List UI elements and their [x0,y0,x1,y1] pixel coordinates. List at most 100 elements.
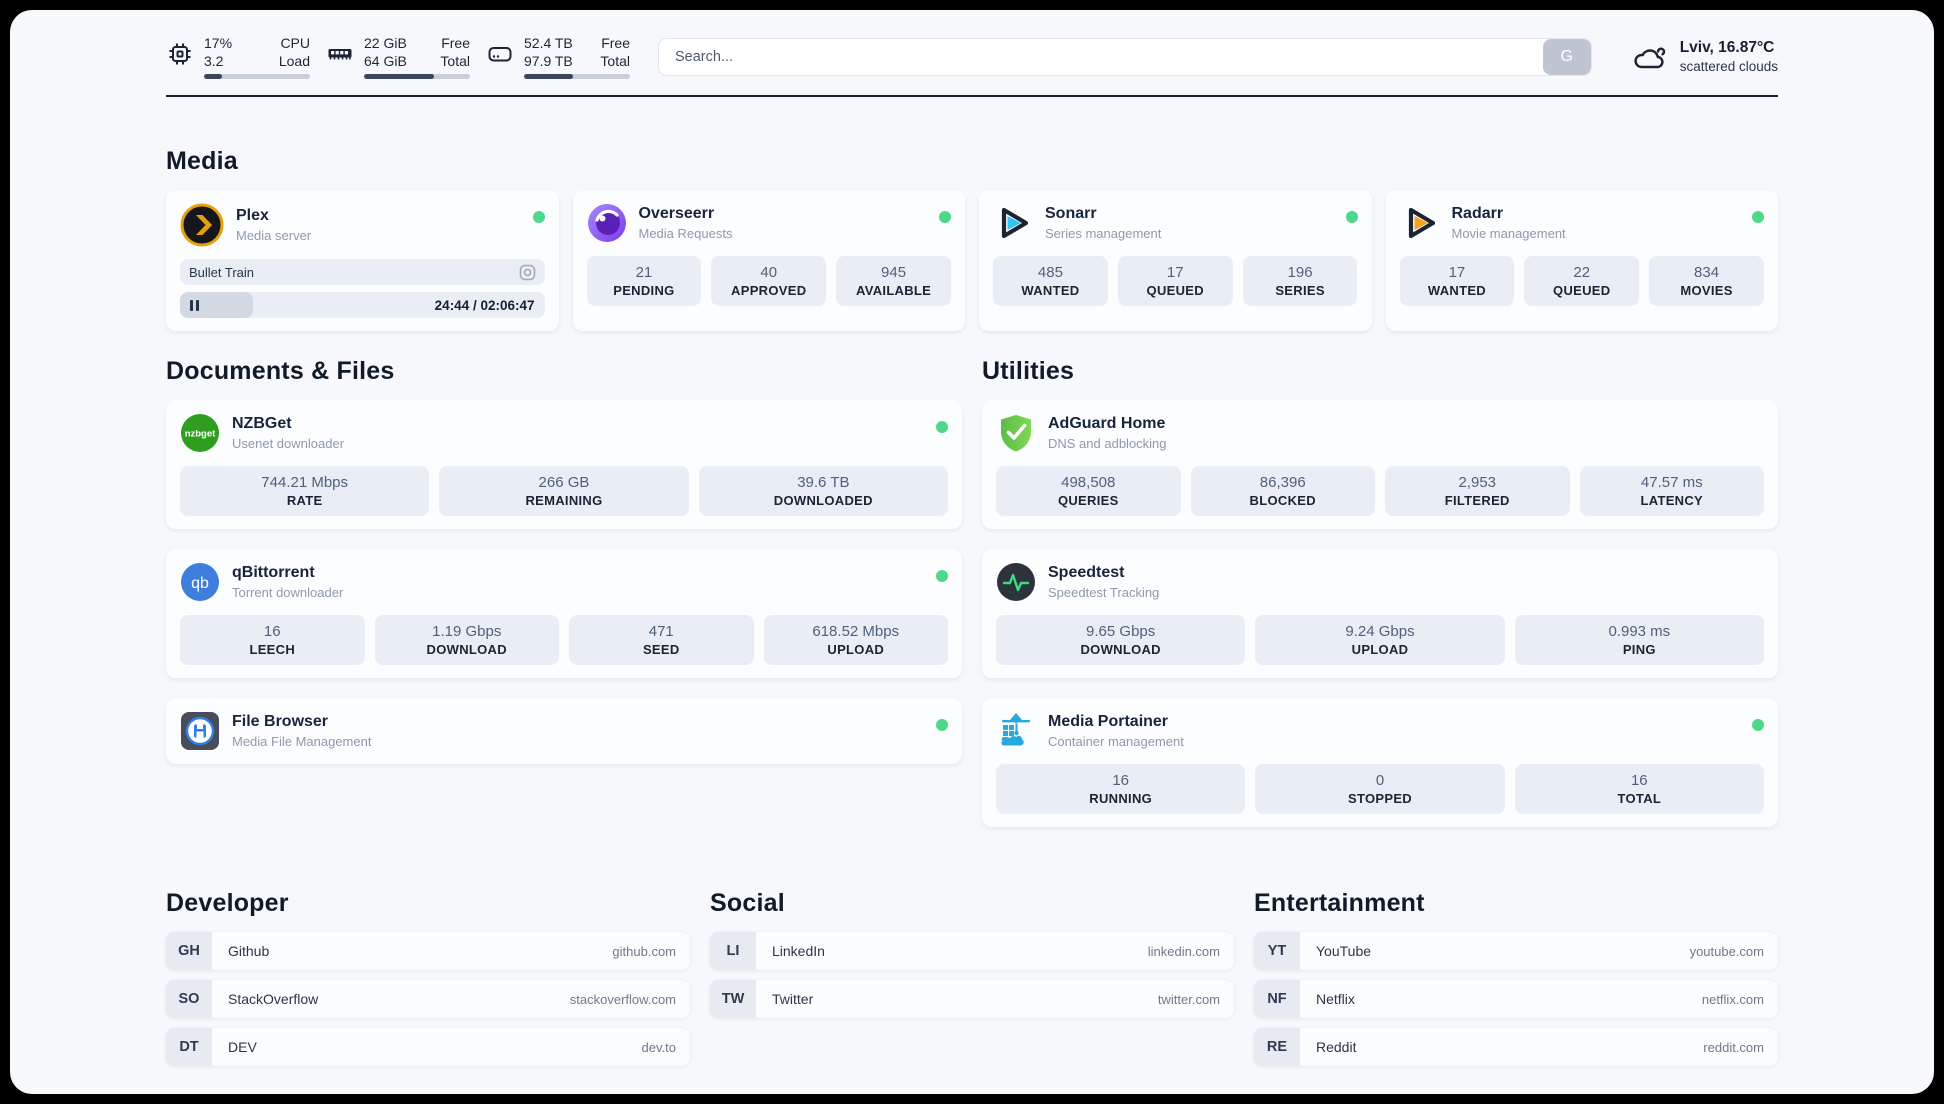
search-engine-button[interactable]: G [1542,38,1591,75]
stat-value: 40 [760,264,778,281]
stat-box: 2,953 FILTERED [1385,466,1570,516]
link-linkedin[interactable]: LI LinkedIn linkedin.com [710,932,1234,970]
link-url: reddit.com [1703,1039,1764,1055]
pause-icon[interactable] [190,299,199,311]
link-netflix[interactable]: NF Netflix netflix.com [1254,980,1778,1018]
cpu-widget: 17% CPU 3.2 Load [166,34,310,79]
app-title: File Browser [232,713,329,730]
link-name: DEV [228,1039,257,1055]
app-title: Sonarr [1045,205,1097,222]
stat-box: 9.65 Gbps DOWNLOAD [996,615,1246,665]
card-filebrowser: File Browser Media File Management [166,698,962,764]
search-input[interactable] [659,48,1543,65]
app-subtitle: Container management [1048,734,1184,749]
app-sonarr[interactable]: Sonarr Series management [993,203,1358,243]
link-abbr: NF [1254,980,1300,1018]
stat-label: PENDING [613,283,675,298]
link-github[interactable]: GH Github github.com [166,932,690,970]
stat-value: 2,953 [1458,474,1497,491]
stat-label: STOPPED [1347,791,1412,806]
stat-label: AVAILABLE [855,283,932,298]
sonarr-icon [993,203,1033,243]
stat-box: 0.993 ms PING [1514,615,1764,665]
ram-free-label: Free [441,35,470,51]
app-radarr[interactable]: Radarr Movie management [1400,203,1764,243]
playback-time: 24:44 / 02:06:47 [434,297,535,313]
stat-label: QUERIES [1057,493,1119,508]
card-radarr: Radarr Movie management 17 WANTED 22 QUEUE… [1385,190,1778,331]
status-dot [936,570,948,582]
section-title-entertainment: Entertainment [1254,889,1425,917]
weather-widget[interactable]: Lviv, 16.87°C scattered clouds [1632,38,1778,76]
link-name: YouTube [1316,943,1372,959]
link-abbr: RE [1254,1028,1300,1066]
app-portainer[interactable]: Media Portainer Container management [996,711,1764,751]
playback-progress: 24:44 / 02:06:47 [180,292,545,318]
app-speedtest[interactable]: Speedtest Speedtest Tracking [996,562,1764,602]
link-name: Reddit [1316,1039,1357,1055]
stat-box: 1.19 Gbps DOWNLOAD [374,615,559,665]
app-nzbget[interactable]: nzbget NZBGet Usenet downloader [180,413,948,453]
stat-box: 17 WANTED [1399,256,1515,306]
app-overseerr[interactable]: Overseerr Media Requests [587,203,951,243]
cpu-load-value: 3.2 [204,53,224,69]
stat-box: 16 RUNNING [996,764,1246,814]
section-title-media: Media [166,147,238,175]
stat-box: 196 SERIES [1242,256,1358,306]
stat-value: 16 [1630,772,1648,789]
app-title: Plex [236,207,269,224]
link-abbr: DT [166,1028,212,1066]
stat-box: 47.57 ms LATENCY [1579,466,1764,516]
stat-box: 22 QUEUED [1524,256,1640,306]
link-url: netflix.com [1701,991,1764,1007]
link-name: Twitter [772,991,814,1007]
utilities-column: Utilities [982,357,1778,827]
link-name: StackOverflow [228,991,319,1007]
link-abbr: TW [710,980,756,1018]
stat-box: 744.21 Mbps RATE [180,466,430,516]
stat-value: 21 [635,264,653,281]
stat-box: 39.6 TB DOWNLOADED [698,466,948,516]
qbittorrent-icon: qb [180,562,220,602]
link-abbr: SO [166,980,212,1018]
link-dev[interactable]: DT DEV dev.to [166,1028,690,1066]
svg-text:nzbget: nzbget [185,429,216,440]
adguard-icon [996,413,1036,453]
disk-free-value: 52.4 TB [524,35,573,51]
link-youtube[interactable]: YT YouTube youtube.com [1254,932,1778,970]
stat-label: TOTAL [1617,791,1662,806]
stat-label: LATENCY [1640,493,1704,508]
app-plex[interactable]: Plex Media server [180,203,545,247]
hardware-stats: 17% CPU 3.2 Load 22 GiB Free 64 GiB Total [166,34,630,79]
stat-box: 945 AVAILABLE [836,256,951,306]
cpu-usage-value: 17% [204,35,233,51]
stat-box: 40 APPROVED [711,256,827,306]
card-overseerr: Overseerr Media Requests 21 PENDING 40 APP… [572,190,965,331]
ram-total-label: Total [440,53,470,69]
status-dot [1752,211,1764,223]
link-stackoverflow[interactable]: SO StackOverflow stackoverflow.com [166,980,690,1018]
stat-box: 498,508 QUERIES [996,466,1181,516]
stat-label: QUEUED [1553,283,1611,298]
stat-box: 16 LEECH [180,615,365,665]
app-adguard[interactable]: AdGuard Home DNS and adblocking [996,413,1764,453]
stat-box: 17 QUEUED [1117,256,1233,306]
stat-label: WANTED [1021,283,1080,298]
entertainment-column: Entertainment YT YouTube youtube.com NF … [1254,889,1778,1066]
link-twitter[interactable]: TW Twitter twitter.com [710,980,1234,1018]
stat-box: 86,396 BLOCKED [1190,466,1375,516]
section-title-social: Social [710,889,785,917]
link-name: LinkedIn [772,943,825,959]
disk-free-label: Free [601,35,630,51]
now-playing-title: Bullet Train [189,264,255,280]
section-title-documents: Documents & Files [166,357,395,385]
stat-label: PING [1622,642,1656,657]
card-qbittorrent: qb qBittorrent Torrent downloader 16 LEEC… [166,549,962,678]
stat-value: 16 [1112,772,1129,789]
app-filebrowser[interactable]: File Browser Media File Management [180,711,948,751]
app-qbittorrent[interactable]: qb qBittorrent Torrent downloader [180,562,948,602]
stat-value: 1.19 Gbps [432,623,502,640]
link-reddit[interactable]: RE Reddit reddit.com [1254,1028,1778,1066]
stat-value: 485 [1037,264,1063,281]
now-playing-row: Bullet Train [180,259,545,285]
